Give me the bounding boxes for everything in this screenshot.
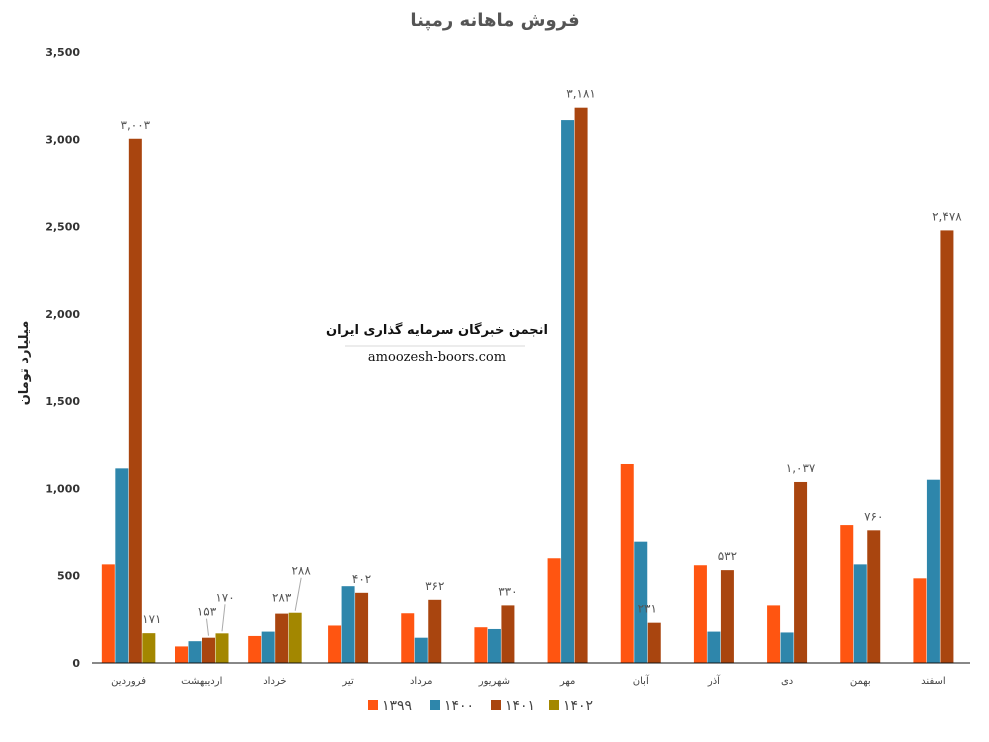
x-tick-label: آذر xyxy=(707,674,721,687)
y-axis-label: میلیارد تومان xyxy=(17,321,32,406)
x-tick-label: اردیبهشت xyxy=(181,676,222,687)
legend-label: ۱۴۰۰ xyxy=(444,698,474,714)
data-label-leader xyxy=(294,577,302,611)
bar xyxy=(720,570,734,663)
watermark-url: amoozesh-boors.com xyxy=(368,350,506,365)
y-tick-label: 3,500 xyxy=(45,46,80,59)
bar xyxy=(142,633,156,663)
bar xyxy=(487,628,501,663)
bar xyxy=(188,641,202,663)
x-axis-ticks: فروردین اردیبهشت خرداد تیر مرداد شهریور مهر آبا… xyxy=(111,674,945,687)
x-tick-label: شهریور xyxy=(478,676,510,687)
bar xyxy=(840,525,854,663)
x-tick-label: دی xyxy=(781,676,793,687)
data-label: ۳۳۰ xyxy=(498,584,517,598)
data-label: ۷۶۰ xyxy=(864,509,883,523)
bar xyxy=(474,627,488,663)
legend-swatch xyxy=(491,700,501,710)
bar xyxy=(940,230,954,663)
y-tick-label: 1,500 xyxy=(45,395,80,408)
legend-swatch xyxy=(430,700,440,710)
bar xyxy=(215,633,229,663)
bar xyxy=(853,564,867,663)
bar xyxy=(401,613,415,663)
data-label: ۲,۴۷۸ xyxy=(932,209,962,223)
data-label: ۵۳۲ xyxy=(718,549,737,563)
bar xyxy=(634,541,648,663)
bar xyxy=(341,586,355,663)
legend-label: ۱۴۰۱ xyxy=(505,698,535,714)
x-tick-label: مهر xyxy=(559,676,575,687)
bar xyxy=(707,631,721,663)
bar xyxy=(275,613,289,663)
data-label-leader xyxy=(206,618,209,636)
bar xyxy=(780,632,794,663)
data-label: ۳۶۲ xyxy=(425,579,444,593)
y-tick-label: 3,000 xyxy=(45,133,80,146)
bar xyxy=(574,107,588,663)
data-label: ۳,۱۸۱ xyxy=(566,87,596,101)
legend-label: ۱۴۰۲ xyxy=(563,698,593,714)
x-tick-label: فروردین xyxy=(111,676,146,687)
x-tick-label: مرداد xyxy=(410,676,433,687)
bar xyxy=(561,120,575,663)
y-tick-label: 1,000 xyxy=(45,482,80,495)
data-label: ۲۳۱ xyxy=(638,602,657,616)
bar xyxy=(202,637,215,663)
data-label: ۲۸۳ xyxy=(272,591,292,605)
chart-title: فروش ماهانه رمپنا xyxy=(410,10,579,31)
data-label: ۱۷۰ xyxy=(215,590,234,604)
watermark-title: انجمن خبرگان سرمایه گذاری ایران xyxy=(326,322,548,338)
bar xyxy=(355,592,369,663)
legend-swatch xyxy=(549,700,559,710)
data-label: ۱۵۳ xyxy=(197,605,217,619)
data-label: ۴۰۲ xyxy=(352,572,371,586)
legend-label: ۱۳۹۹ xyxy=(382,698,412,714)
bar xyxy=(767,605,781,663)
bar xyxy=(926,479,940,663)
bar xyxy=(328,625,342,663)
legend: ۱۳۹۹ ۱۴۰۰ ۱۴۰۱ ۱۴۰۲ xyxy=(368,698,593,714)
y-axis-ticks: 0 500 1,000 1,500 2,000 2,500 3,000 3,500 xyxy=(45,46,80,670)
y-tick-label: 0 xyxy=(72,657,80,670)
legend-swatch xyxy=(368,700,378,710)
bar xyxy=(794,481,808,663)
bar xyxy=(913,578,927,663)
data-label: ۱۷۱ xyxy=(142,612,161,626)
bar xyxy=(128,138,142,663)
bar xyxy=(867,530,881,663)
x-tick-label: آبان xyxy=(633,674,650,687)
bar xyxy=(547,558,561,663)
data-label: ۲۸۸ xyxy=(291,564,311,578)
bar xyxy=(248,635,262,663)
bar xyxy=(115,468,129,663)
y-tick-label: 500 xyxy=(57,570,80,583)
bar xyxy=(175,646,188,663)
bar xyxy=(288,612,302,663)
bar xyxy=(693,565,707,663)
data-label: ۱,۰۳۷ xyxy=(786,461,816,475)
x-tick-label: بهمن xyxy=(850,676,871,687)
bars-group xyxy=(101,107,954,663)
x-tick-label: اسفند xyxy=(921,676,945,687)
bar xyxy=(620,463,634,663)
y-tick-label: 2,500 xyxy=(45,221,80,234)
bar xyxy=(428,599,442,663)
bar xyxy=(101,564,115,663)
y-tick-label: 2,000 xyxy=(45,308,80,321)
bar xyxy=(501,605,515,663)
x-tick-label: خرداد xyxy=(263,676,286,687)
bar xyxy=(647,622,661,663)
data-label-leader xyxy=(221,604,226,632)
data-label: ۳,۰۰۳ xyxy=(121,118,151,132)
watermark: انجمن خبرگان سرمایه گذاری ایران amoozesh… xyxy=(326,322,548,365)
bar xyxy=(414,637,428,663)
x-tick-label: تیر xyxy=(341,676,354,687)
bar xyxy=(261,631,275,663)
